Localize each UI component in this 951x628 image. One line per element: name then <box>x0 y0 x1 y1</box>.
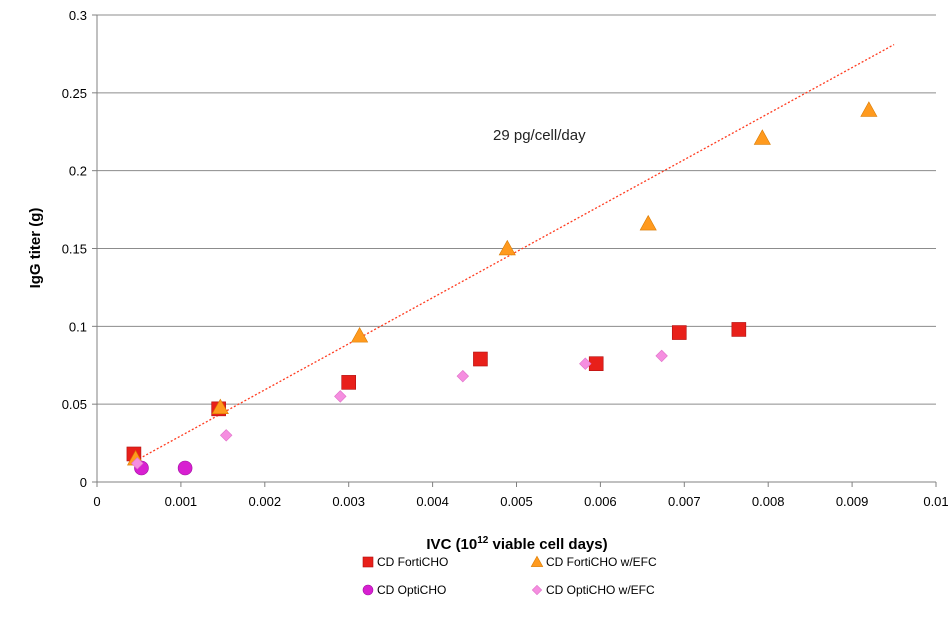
legend-label-1: CD FortiCHO w/EFC <box>546 555 657 569</box>
point-s0-6 <box>732 322 746 336</box>
axes <box>92 15 936 487</box>
y-tick-label-2: 0.1 <box>69 319 87 334</box>
x-tick-label-5: 0.005 <box>500 494 533 509</box>
x-tick-label-1: 0.001 <box>165 494 198 509</box>
legend-marker-1 <box>531 556 543 566</box>
x-tick-label-10: 0.01 <box>923 494 948 509</box>
y-tick-label-6: 0.3 <box>69 8 87 23</box>
point-s3-2 <box>335 391 347 403</box>
point-s0-5 <box>672 326 686 340</box>
x-tick-label-6: 0.006 <box>584 494 617 509</box>
x-tick-label-0: 0 <box>93 494 100 509</box>
x-axis-title-prefix: IVC (10 <box>426 536 477 553</box>
point-s3-3 <box>457 370 469 382</box>
point-s1-5 <box>754 130 770 144</box>
x-tick-label-8: 0.008 <box>752 494 785 509</box>
x-tick-label-4: 0.004 <box>416 494 449 509</box>
y-tick-label-5: 0.25 <box>62 86 87 101</box>
x-tick-label-7: 0.007 <box>668 494 701 509</box>
point-s1-3 <box>499 240 515 254</box>
y-tick-label-1: 0.05 <box>62 397 87 412</box>
series-1 <box>128 102 877 465</box>
legend-marker-3 <box>532 585 541 594</box>
y-tick-label-0: 0 <box>80 475 87 490</box>
point-s1-6 <box>861 102 877 116</box>
legend-marker-2 <box>363 585 373 595</box>
legend-label-0: CD FortiCHO <box>377 555 448 569</box>
y-tick-label-4: 0.2 <box>69 164 87 179</box>
point-s0-3 <box>473 352 487 366</box>
series-0 <box>127 322 746 461</box>
x-axis-title-sup: 12 <box>477 535 489 546</box>
point-s0-2 <box>342 375 356 389</box>
x-tick-label-2: 0.002 <box>249 494 282 509</box>
x-tick-label-9: 0.009 <box>836 494 869 509</box>
legend: CD FortiCHO CD FortiCHO w/EFC CD OptiCHO CD… <box>363 555 657 597</box>
legend-marker-0 <box>363 557 373 567</box>
x-axis-title-suffix: viable cell days) <box>488 536 607 553</box>
point-s3-1 <box>220 430 232 442</box>
point-s1-4 <box>640 216 656 230</box>
x-axis-title: IVC (1012 viable cell days) <box>426 535 607 553</box>
legend-label-3: CD OptiCHO w/EFC <box>546 583 655 597</box>
point-s3-5 <box>656 350 668 362</box>
data-points <box>127 102 877 475</box>
x-tick-label-3: 0.003 <box>332 494 365 509</box>
y-tick-label-3: 0.15 <box>62 242 87 257</box>
point-s2-1 <box>178 461 192 475</box>
annotation-rate: 29 pg/cell/day <box>493 127 586 144</box>
y-axis-title: IgG titer (g) <box>27 208 44 289</box>
grid <box>97 15 936 404</box>
legend-label-2: CD OptiCHO <box>377 583 446 597</box>
